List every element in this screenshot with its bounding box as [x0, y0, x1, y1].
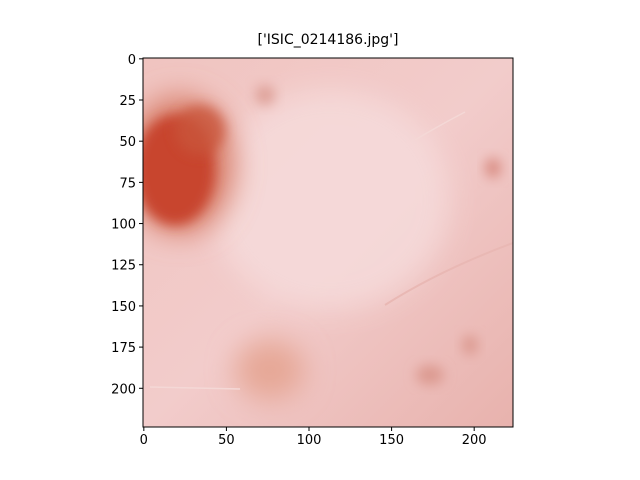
skin-image: [143, 58, 513, 427]
y-tick-label: 150: [111, 300, 136, 315]
chart-title: ['ISIC_0214186.jpg']: [257, 32, 398, 48]
x-tick-label: 50: [218, 433, 235, 448]
y-tick-label: 200: [111, 382, 136, 397]
x-tick-label: 200: [462, 433, 487, 448]
y-tick-label: 50: [119, 135, 136, 150]
y-tick-label: 175: [111, 341, 136, 356]
x-tick-label: 0: [140, 433, 148, 448]
y-tick-label: 0: [128, 53, 136, 68]
y-tick-label: 125: [111, 259, 136, 274]
x-tick-label: 150: [379, 433, 404, 448]
axes-frame: [142, 57, 514, 428]
y-tick-label: 100: [111, 218, 136, 233]
x-tick-label: 100: [297, 433, 322, 448]
y-tick-label: 75: [119, 176, 136, 191]
y-tick-label: 25: [119, 94, 136, 109]
